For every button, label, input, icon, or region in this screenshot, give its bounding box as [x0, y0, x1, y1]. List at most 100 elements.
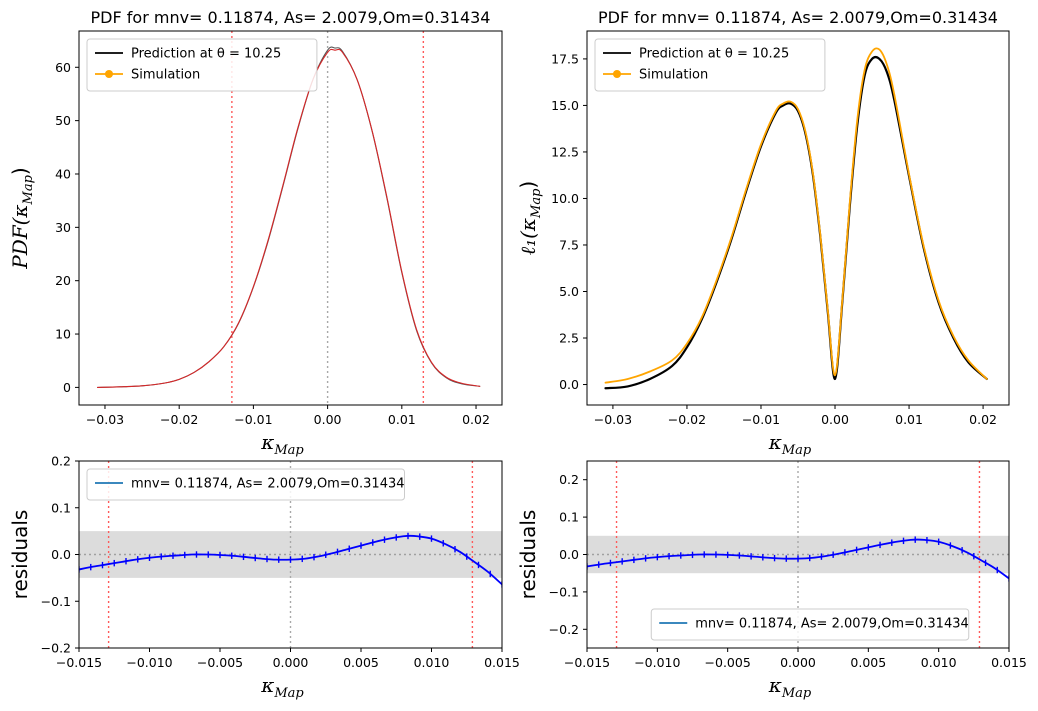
legend-box	[650, 608, 970, 641]
y-tick-label: 0.2	[51, 454, 71, 469]
x-tick-label: −0.03	[594, 412, 632, 427]
y-axis-label-suffix: )	[516, 181, 540, 189]
x-tick-label: −0.03	[86, 412, 124, 427]
y-tick-label: 50	[55, 113, 71, 128]
legend-box	[86, 468, 405, 501]
x-tick-label: −0.010	[126, 655, 172, 670]
y-axis-label-sub: Map	[529, 188, 544, 219]
x-tick-label: 0.005	[343, 655, 379, 670]
x-tick-label: 0.015	[991, 655, 1027, 670]
y-tick-label: 30	[55, 220, 71, 235]
plot-area	[97, 31, 481, 405]
y-tick-label: 40	[55, 166, 71, 181]
y-tick-label: −0.2	[41, 641, 71, 656]
x-axis-label: κMap	[260, 430, 304, 458]
x-axis-label-sub: Map	[781, 443, 812, 458]
y-tick-label: 12.5	[551, 144, 579, 159]
plot-area	[79, 461, 502, 648]
chart-l1: −0.03 −0.02 −0.01 0.00 0.01 0.02 0.0 2.5 5.0 7.5 1…	[516, 8, 1010, 458]
x-tick-label: −0.01	[742, 412, 780, 427]
legend-box	[86, 38, 318, 92]
y-tick-label: 0.0	[51, 547, 71, 562]
y-tick-label: −0.1	[549, 584, 579, 599]
x-tick-label: 0.02	[969, 412, 997, 427]
y-tick-label: −0.2	[549, 622, 579, 637]
x-axis-label: κMap	[260, 673, 304, 701]
y-tick-label: 0	[63, 380, 71, 395]
y-tick-label: 20	[55, 273, 71, 288]
axes-frame	[78, 30, 503, 406]
x-axis-label-sub: Map	[273, 686, 304, 701]
x-tick-label: −0.02	[160, 412, 198, 427]
y-tick-label: 10	[55, 327, 71, 342]
x-tick-label: 0.00	[314, 412, 342, 427]
chart-title: PDF for mnv= 0.11874, As= 2.0079,Om=0.31…	[598, 8, 998, 27]
y-tick-label: 5.0	[559, 284, 579, 299]
series-1-line	[604, 47, 988, 384]
x-tick-label: 0.000	[780, 655, 816, 670]
legend-label: Prediction at θ = 10.25	[131, 47, 281, 62]
x-tick-label: −0.005	[197, 655, 243, 670]
plot-area	[604, 47, 988, 390]
x-axis-label: κMap	[768, 673, 812, 701]
x-axis-label-sub: Map	[273, 443, 304, 458]
chart-title: PDF for mnv= 0.11874, As= 2.0079,Om=0.31…	[91, 8, 491, 27]
y-axis-label-main: PDF(κ	[8, 204, 32, 269]
x-tick-label: −0.01	[234, 412, 272, 427]
y-tick-label: 0.0	[559, 377, 579, 392]
x-tick-label: 0.00	[821, 412, 849, 427]
x-tick-label: −0.015	[56, 655, 102, 670]
y-axis-label: ℓ₁(κMap)	[516, 181, 544, 255]
y-tick-label: 15.0	[551, 98, 579, 113]
legend-label: Prediction at θ = 10.25	[639, 47, 789, 62]
y-tick-label: 7.5	[559, 237, 579, 252]
axes-frame	[586, 30, 1010, 406]
x-tick-label: 0.01	[388, 412, 416, 427]
x-tick-label: −0.015	[564, 655, 610, 670]
legend: Prediction at θ = 10.25 Simulation	[594, 38, 826, 92]
y-tick-label: 0.1	[51, 500, 71, 515]
x-tick-label: 0.010	[921, 655, 957, 670]
series-1-line	[97, 48, 481, 388]
legend-marker	[105, 70, 113, 78]
y-axis-label: PDF(κMap)	[8, 167, 36, 270]
legend-label: Simulation	[639, 68, 708, 83]
x-tick-label: 0.010	[414, 655, 450, 670]
y-tick-label: 10.0	[551, 191, 579, 206]
chart-res-right: −0.015 −0.010 −0.005 0.000 0.005 0.010 0.015 −0…	[516, 460, 1027, 701]
y-axis-label: residuals	[516, 510, 540, 600]
series-0-line	[79, 534, 502, 586]
x-tick-label: 0.000	[273, 655, 309, 670]
legend-label: Simulation	[131, 68, 200, 83]
chart-res-left: −0.015 −0.010 −0.005 0.000 0.005 0.010 0.015 −0…	[8, 454, 520, 702]
x-axis-label: κMap	[768, 430, 812, 458]
plot-area	[587, 461, 1009, 648]
y-tick-label: 0.0	[559, 547, 579, 562]
y-tick-label: 0.1	[559, 510, 579, 525]
y-tick-label: 60	[55, 60, 71, 75]
y-axis-label: residuals	[8, 510, 32, 600]
legend-label: mnv= 0.11874, As= 2.0079,Om=0.31434	[131, 477, 405, 492]
x-tick-label: 0.02	[462, 412, 490, 427]
y-tick-label: 2.5	[559, 331, 579, 346]
legend-marker	[613, 70, 621, 78]
y-axis-label-sub: Map	[21, 174, 36, 205]
x-tick-label: −0.010	[634, 655, 680, 670]
series-0-line	[587, 538, 1009, 580]
series-0-line	[97, 46, 481, 388]
y-axis-label-main: ℓ₁(κ	[516, 218, 540, 255]
y-tick-label: 17.5	[551, 51, 579, 66]
legend: mnv= 0.11874, As= 2.0079,Om=0.31434	[650, 608, 970, 641]
legend: mnv= 0.11874, As= 2.0079,Om=0.31434	[86, 468, 405, 501]
y-tick-label: −0.1	[41, 594, 71, 609]
x-tick-label: 0.015	[484, 655, 520, 670]
x-tick-label: 0.005	[850, 655, 886, 670]
y-axis-label-suffix: )	[8, 167, 32, 175]
chart-pdf: −0.03 −0.02 −0.01 0.00 0.01 0.02 0 10 20 30 40 50 60…	[8, 8, 503, 458]
x-tick-label: 0.01	[895, 412, 923, 427]
x-tick-label: −0.02	[668, 412, 706, 427]
y-tick-label: 0.2	[559, 472, 579, 487]
x-tick-label: −0.005	[705, 655, 751, 670]
legend-label: mnv= 0.11874, As= 2.0079,Om=0.31434	[695, 617, 969, 632]
